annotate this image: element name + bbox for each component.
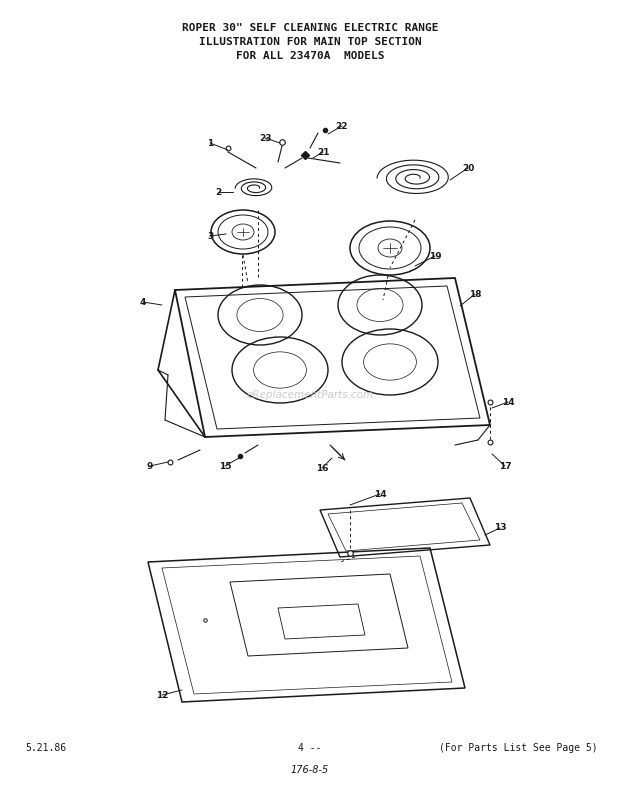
Text: eReplacementParts.com: eReplacementParts.com	[246, 390, 374, 400]
Text: 21: 21	[317, 147, 329, 157]
Text: (For Parts List See Page 5): (For Parts List See Page 5)	[440, 743, 598, 753]
Text: 9: 9	[147, 462, 153, 470]
Text: 16: 16	[316, 463, 328, 473]
Text: 2: 2	[215, 188, 221, 196]
Text: 12: 12	[156, 690, 168, 700]
Text: 14: 14	[502, 397, 515, 407]
Text: 19: 19	[428, 251, 441, 261]
Text: 5.21.86: 5.21.86	[25, 743, 66, 753]
Text: FOR ALL 23470A  MODELS: FOR ALL 23470A MODELS	[236, 51, 384, 61]
Text: 176-8-5: 176-8-5	[291, 765, 329, 775]
Text: ILLUSTRATION FOR MAIN TOP SECTION: ILLUSTRATION FOR MAIN TOP SECTION	[198, 37, 422, 47]
Text: 15: 15	[219, 462, 231, 470]
Text: ROPER 30" SELF CLEANING ELECTRIC RANGE: ROPER 30" SELF CLEANING ELECTRIC RANGE	[182, 23, 438, 33]
Text: 22: 22	[336, 121, 348, 131]
Text: 1: 1	[207, 139, 213, 147]
Text: 4: 4	[140, 298, 146, 307]
Text: 4 --: 4 --	[298, 743, 322, 753]
Text: 20: 20	[462, 163, 474, 173]
Text: 23: 23	[259, 133, 272, 143]
Text: 18: 18	[469, 289, 481, 299]
Text: 13: 13	[494, 523, 507, 533]
Text: 3: 3	[207, 232, 213, 240]
Text: 17: 17	[498, 462, 511, 470]
Text: 14: 14	[374, 489, 386, 499]
